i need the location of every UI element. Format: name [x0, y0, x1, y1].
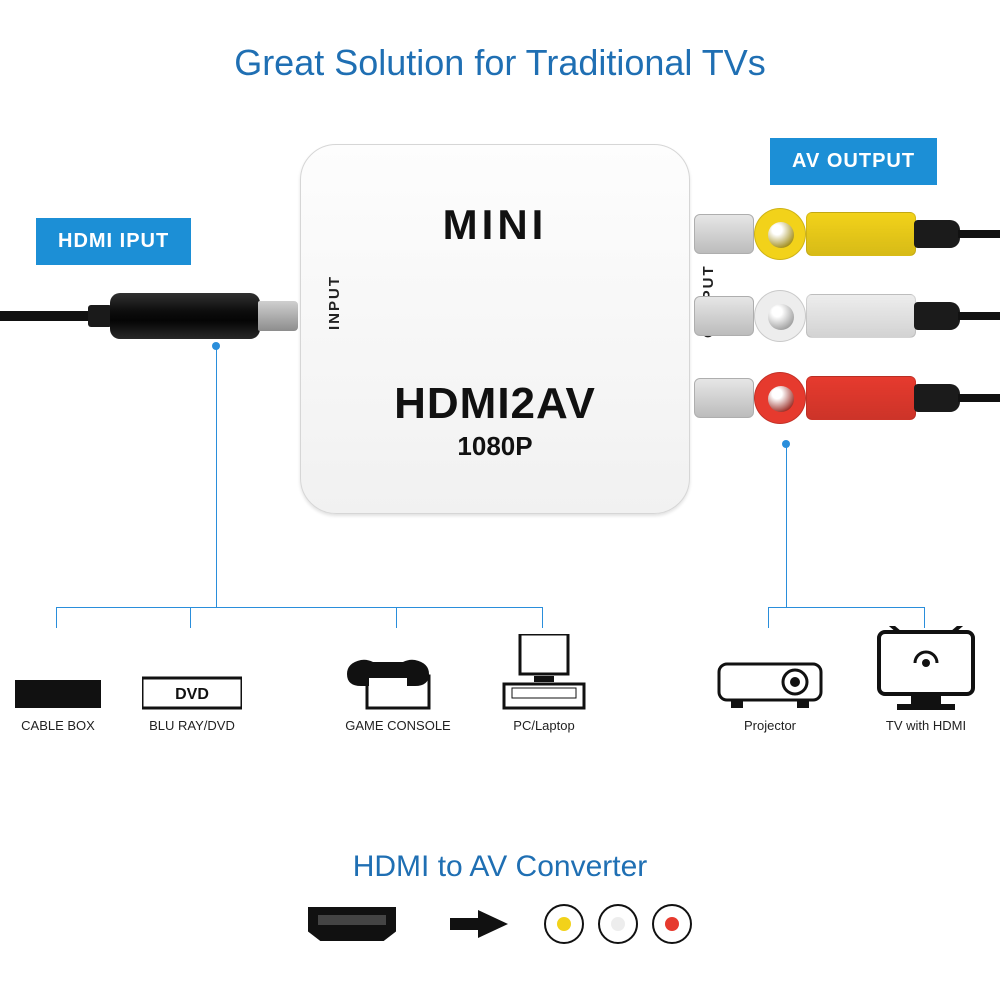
headline: Great Solution for Traditional TVs — [0, 42, 1000, 84]
converter-input-label: INPUT — [326, 275, 343, 330]
rca-icon-1 — [598, 904, 638, 944]
device-label: GAME CONSOLE — [328, 718, 468, 734]
converter-brand: MINI — [301, 201, 689, 249]
device-label: PC/Laptop — [474, 718, 614, 734]
tv-hdmi-icon — [856, 628, 996, 712]
device-cable-box: CABLE BOX — [0, 628, 128, 734]
device-label: BLU RAY/DVD — [122, 718, 262, 734]
rca-icon-0 — [544, 904, 584, 944]
converter-box: MINI HDMI2AV 1080P — [300, 144, 690, 514]
cable-box-icon — [0, 628, 128, 712]
svg-text:DVD: DVD — [175, 686, 209, 703]
device-game-console: GAME CONSOLE — [328, 628, 468, 734]
bottom-row — [0, 904, 1000, 944]
converter-model: HDMI2AV — [301, 379, 689, 429]
device-tv-hdmi: TV with HDMI — [856, 628, 996, 734]
device-bluray-dvd: DVD BLU RAY/DVD — [122, 628, 262, 734]
av-cable-audio-right — [694, 368, 1000, 428]
arrow-icon — [478, 910, 508, 938]
hdmi-cable — [0, 289, 300, 343]
bluray-dvd-icon: DVD — [122, 628, 262, 712]
hdmi-port-icon — [308, 907, 396, 941]
av-cable-video — [694, 204, 1000, 264]
device-projector: Projector — [700, 628, 840, 734]
projector-icon — [700, 628, 840, 712]
game-console-icon — [328, 628, 468, 712]
av-output-badge: AV OUTPUT — [770, 138, 937, 185]
hdmi-input-badge: HDMI IPUT — [36, 218, 191, 265]
device-label: TV with HDMI — [856, 718, 996, 734]
devices-row: CABLE BOX DVD BLU RAY/DVD GAME CONSOLE PC/La… — [0, 628, 1000, 828]
device-label: CABLE BOX — [0, 718, 128, 734]
av-cable-audio-left — [694, 286, 1000, 346]
device-label: Projector — [700, 718, 840, 734]
converter-resolution: 1080P — [301, 431, 689, 462]
pc-laptop-icon — [474, 628, 614, 712]
device-pc-laptop: PC/Laptop — [474, 628, 614, 734]
rca-icon-2 — [652, 904, 692, 944]
bottom-title: HDMI to AV Converter — [0, 850, 1000, 884]
